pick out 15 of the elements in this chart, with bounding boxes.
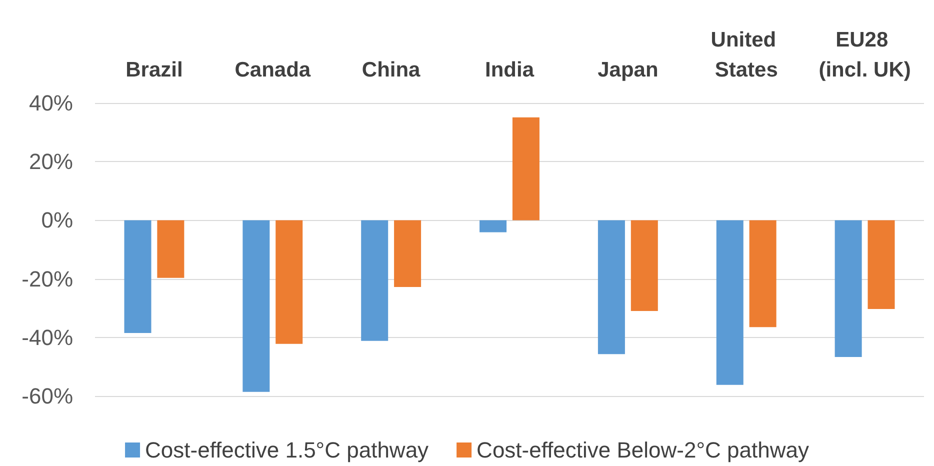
y-tick-label: 40%: [28, 90, 73, 116]
y-tick-label: -60%: [22, 384, 73, 408]
x-tick-label: Brazil: [126, 58, 183, 82]
legend-label: Cost-effective Below-2°C pathway: [476, 438, 809, 462]
x-tick-label: United States: [710, 28, 782, 82]
y-tick-label: -20%: [22, 266, 73, 292]
x-tick-label: Canada: [234, 58, 311, 82]
x-tick-label: Japan: [598, 58, 658, 82]
y-tick-label: 20%: [28, 149, 73, 174]
x-tick-label: China: [362, 58, 421, 82]
y-tick-label: 0%: [41, 208, 73, 233]
legend-label: Cost-effective 1.5°C pathway: [145, 438, 429, 462]
x-tick-label: EU28 (incl. UK): [818, 28, 911, 82]
x-tick-label: India: [484, 58, 534, 82]
y-tick-label: -40%: [22, 324, 73, 350]
